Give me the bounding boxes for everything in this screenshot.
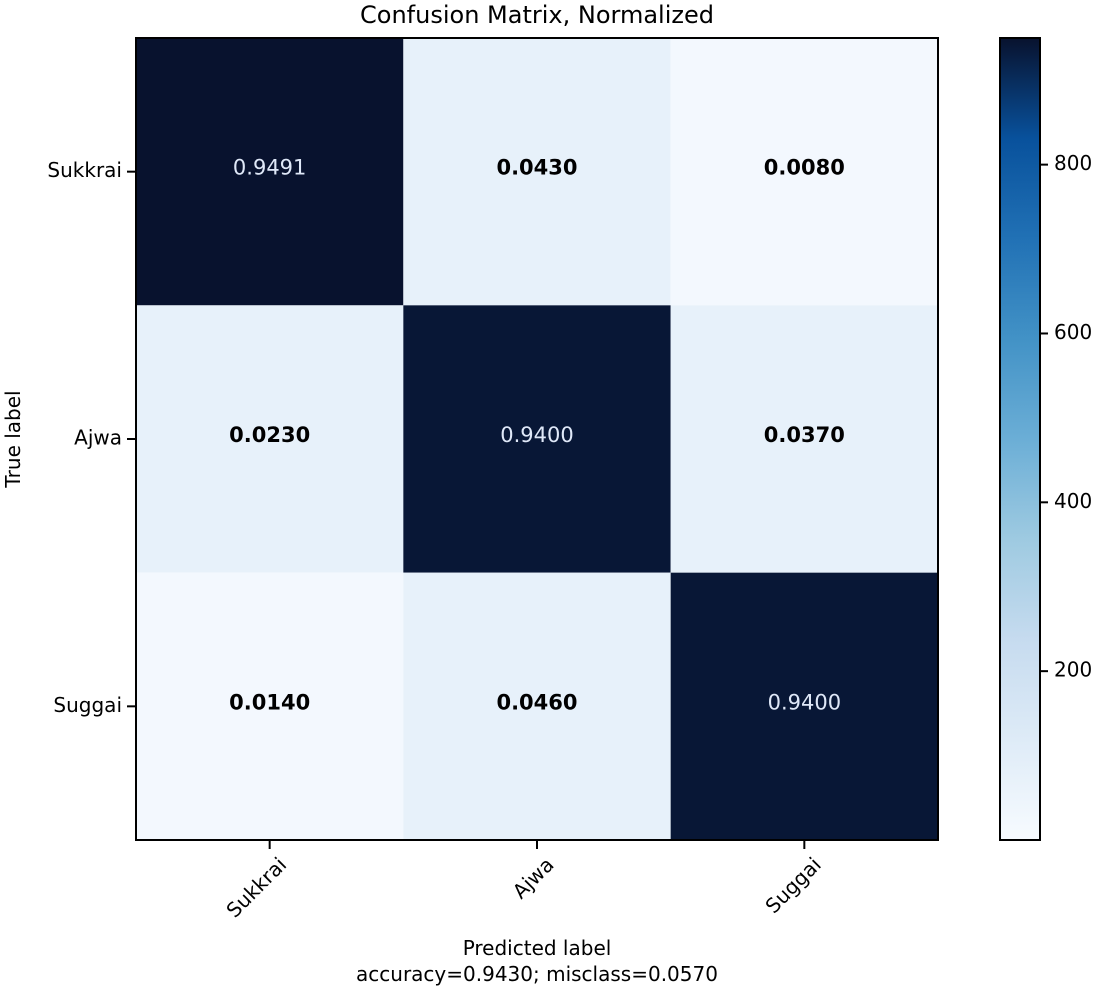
heatmap-cell [136, 305, 404, 573]
heatmap-cell [136, 38, 404, 306]
heatmap-cell [403, 38, 671, 306]
heatmap-cell [670, 572, 938, 840]
y-tick-label: Ajwa [74, 426, 122, 450]
colorbar-gradient [999, 37, 1041, 841]
x-tick-label: Suggai [760, 853, 825, 918]
heatmap-cells [136, 38, 938, 840]
colorbar-tick-label: 400 [1054, 489, 1092, 513]
colorbar-tick-label: 800 [1054, 151, 1092, 175]
heatmap-cell [403, 572, 671, 840]
heatmap-cell [670, 305, 938, 573]
x-tick-label: Ajwa [508, 853, 559, 904]
heatmap-cell-label: 0.9491 [233, 156, 306, 180]
y-tick-label: Sukkrai [47, 158, 122, 182]
heatmap-cell [670, 38, 938, 306]
heatmap-cell-label: 0.0430 [496, 156, 577, 180]
x-tick-label: Sukkrai [221, 853, 291, 923]
y-axis-label: True label [1, 390, 25, 488]
heatmap-cell-label: 0.0460 [496, 690, 577, 714]
colorbar-tick-label: 600 [1054, 320, 1092, 344]
heatmap-cell [403, 305, 671, 573]
heatmap-cell-label: 0.9400 [768, 690, 841, 714]
heatmap-cell-label: 0.0230 [229, 423, 310, 447]
y-axis-ticks: Sukkrai Ajwa Suggai [47, 158, 136, 717]
heatmap-cell-label: 0.0370 [764, 423, 845, 447]
heatmap-cell-labels: 0.9491 0.0430 0.0080 0.0230 0.9400 0.0370 0.01… [229, 156, 845, 715]
colorbar-ticks: 200 400 600 800 [1040, 151, 1092, 682]
y-tick-label: Suggai [53, 693, 122, 717]
x-axis-label: Predicted label [463, 936, 612, 960]
heatmap-cell-label: 0.0140 [229, 690, 310, 714]
colorbar-tick-label: 200 [1054, 658, 1092, 682]
chart-title: Confusion Matrix, Normalized [360, 1, 714, 29]
heatmap-cell [136, 572, 404, 840]
x-axis-sublabel: accuracy=0.9430; misclass=0.0570 [356, 962, 718, 986]
heatmap-cell-label: 0.9400 [500, 423, 573, 447]
heatmap-cell-label: 0.0080 [764, 156, 845, 180]
x-axis-ticks: Sukkrai Ajwa Suggai [221, 840, 826, 923]
